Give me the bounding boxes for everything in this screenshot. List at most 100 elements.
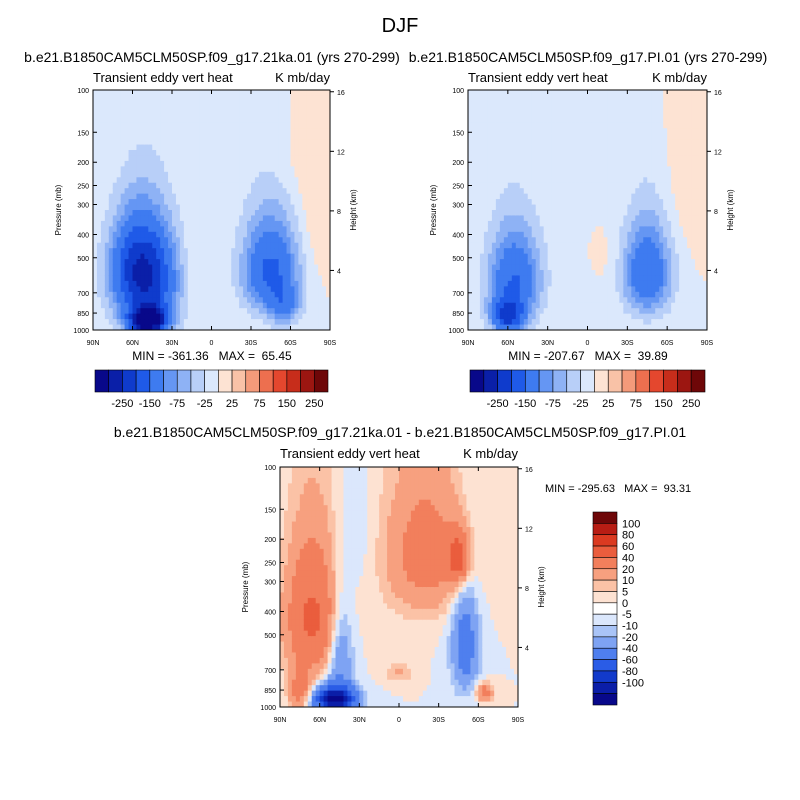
contour-cell — [619, 188, 624, 195]
contour-cell — [223, 144, 228, 151]
contour-cell — [164, 270, 169, 277]
contour-cell — [156, 319, 161, 326]
contour-cell — [599, 270, 605, 277]
contour-cell — [128, 204, 134, 211]
contour-cell — [651, 264, 656, 271]
contour-cell — [223, 106, 228, 113]
contour-cell — [172, 182, 177, 189]
contour-cell — [659, 117, 664, 124]
contour-cell — [258, 90, 264, 97]
contour-cell — [483, 308, 489, 315]
contour-cell — [120, 111, 126, 118]
contour-cell — [199, 166, 205, 173]
contour-cell — [187, 133, 193, 140]
contour-cell — [575, 264, 581, 271]
contour-cell — [116, 264, 122, 271]
contour-cell — [563, 150, 569, 157]
contour-cell — [607, 291, 612, 298]
contour-cell — [322, 259, 327, 266]
contour-cell — [148, 242, 153, 249]
contour-cell — [179, 237, 185, 244]
contour-cell — [595, 226, 601, 233]
contour-cell — [156, 144, 161, 151]
contour-cell — [611, 226, 616, 233]
contour-cell — [543, 90, 549, 97]
contour-cell — [144, 150, 149, 157]
contour-cell — [571, 259, 577, 266]
contour-cell — [571, 144, 577, 151]
contour-cell — [563, 128, 569, 135]
contour-cell — [659, 220, 664, 227]
contour-cell — [239, 248, 244, 255]
contour-cell — [136, 122, 141, 129]
contour-cell — [543, 215, 549, 222]
contour-cell — [298, 95, 303, 102]
contour-cell — [643, 204, 648, 211]
contour-cell — [274, 117, 280, 124]
contour-cell — [136, 177, 141, 184]
contour-cell — [515, 264, 521, 271]
contour-cell — [539, 155, 545, 162]
contour-cell — [671, 210, 676, 217]
contour-cell — [290, 280, 296, 287]
contour-cell — [559, 291, 565, 298]
contour-cell — [96, 95, 102, 102]
contour-cell — [539, 280, 545, 287]
contour-cell — [152, 166, 157, 173]
contour-cell — [302, 117, 307, 124]
contour-cell — [199, 275, 205, 282]
contour-cell — [623, 220, 628, 227]
contour-cell — [591, 155, 597, 162]
contour-cell — [322, 297, 327, 304]
contour-cell — [199, 231, 205, 238]
contour-cell — [290, 220, 296, 227]
contour-cell — [306, 117, 311, 124]
contour-cell — [278, 160, 284, 167]
contour-cell — [179, 210, 185, 217]
colorbar-swatch — [300, 369, 315, 393]
contour-cell — [223, 210, 228, 217]
contour-cell — [551, 275, 557, 282]
contour-cell — [468, 264, 473, 271]
contour-cell — [495, 90, 501, 97]
contour-cell — [144, 204, 149, 211]
contour-cell — [294, 106, 299, 113]
contour-cell — [635, 210, 640, 217]
contour-cell — [96, 275, 102, 282]
contour-cell — [219, 106, 224, 113]
contour-cell — [187, 193, 193, 200]
contour-cell — [227, 171, 232, 178]
contour-cell — [290, 111, 296, 118]
contour-cell — [199, 242, 205, 249]
contour-cell — [507, 166, 513, 173]
contour-cell — [503, 308, 509, 315]
contour-cell — [140, 155, 145, 162]
contour-cell — [671, 144, 676, 151]
contour-cell — [322, 182, 327, 189]
contour-cell — [599, 111, 605, 118]
contour-cell — [298, 215, 303, 222]
contour-cell — [144, 100, 149, 107]
contour-cell — [282, 286, 288, 293]
contour-cell — [164, 275, 169, 282]
contour-cell — [619, 133, 624, 140]
contour-cell — [519, 139, 525, 146]
contour-cell — [499, 204, 505, 211]
contour-cell — [595, 324, 601, 330]
contour-cell — [270, 133, 276, 140]
contour-cell — [168, 171, 173, 178]
contour-cell — [298, 248, 303, 255]
contour-cell — [112, 111, 118, 118]
contour-cell — [663, 95, 668, 102]
contour-cell — [286, 182, 292, 189]
contour-cell — [247, 171, 252, 178]
contour-cell — [132, 291, 138, 298]
contour-cell — [302, 275, 307, 282]
contour-cell — [112, 226, 118, 233]
contour-cell — [136, 215, 141, 222]
contour-cell — [507, 139, 513, 146]
contour-cell — [503, 210, 509, 217]
contour-cell — [523, 231, 529, 238]
contour-cell — [207, 226, 213, 233]
contour-cell — [223, 237, 228, 244]
